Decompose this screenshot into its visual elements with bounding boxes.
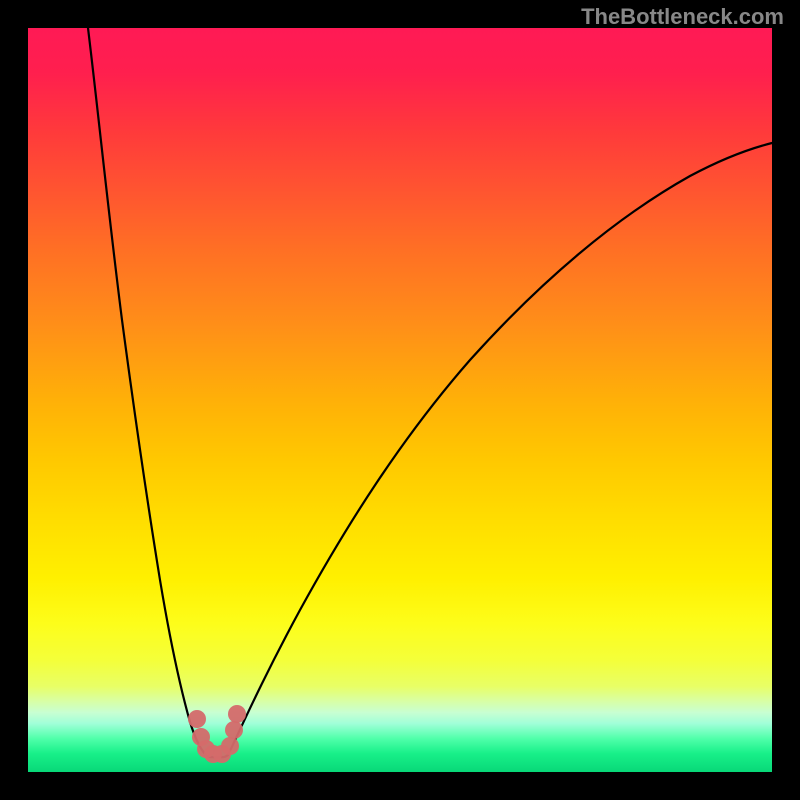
chart-stage: TheBottleneck.com	[0, 0, 800, 800]
heatmap-gradient	[28, 28, 772, 772]
watermark-text: TheBottleneck.com	[581, 4, 784, 30]
